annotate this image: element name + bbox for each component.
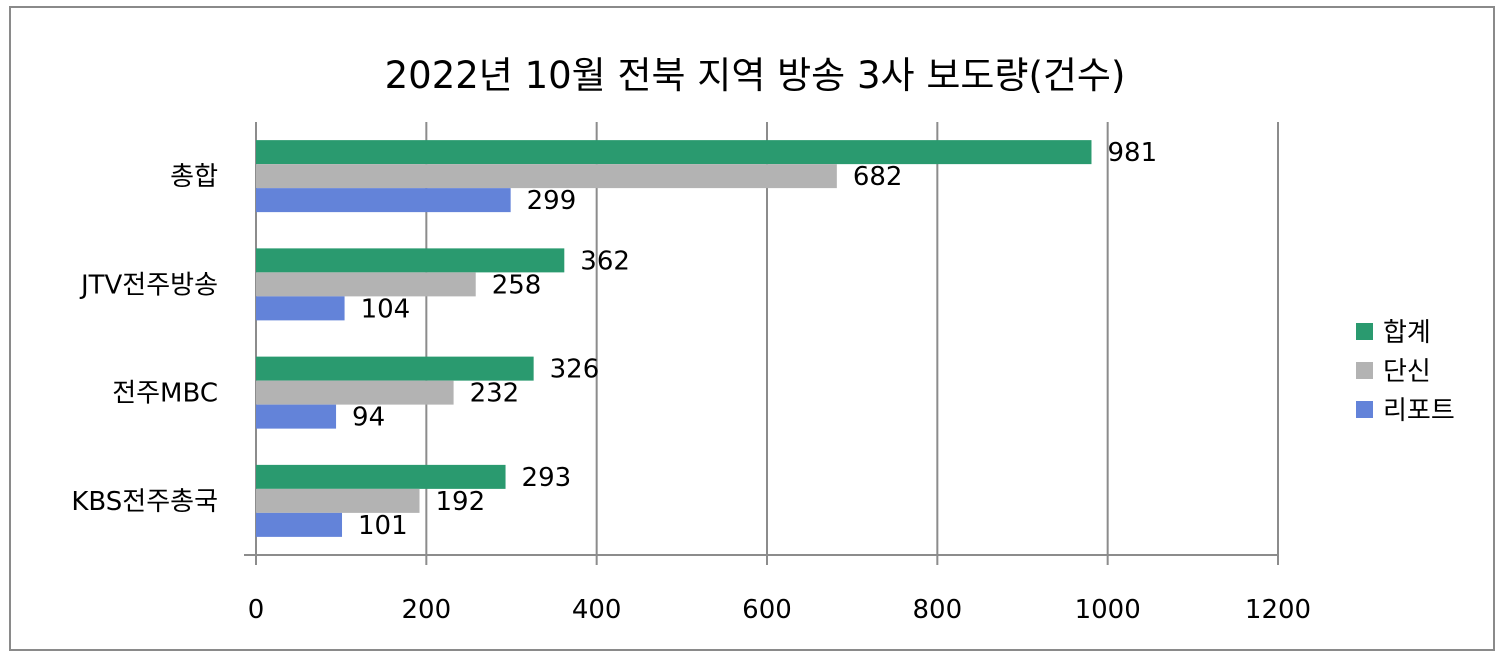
chart-title: 2022년 10월 전북 지역 방송 3사 보도량(건수) xyxy=(385,54,1126,97)
data-label: 232 xyxy=(470,379,520,409)
legend-swatch xyxy=(1356,323,1373,340)
bar xyxy=(256,248,565,273)
data-label: 299 xyxy=(527,186,577,216)
category-label: 전주MBC xyxy=(112,379,218,409)
data-label: 682 xyxy=(853,162,903,192)
category-label: 총합 xyxy=(170,162,218,192)
x-tick-label: 800 xyxy=(913,595,963,625)
bars xyxy=(256,140,1092,537)
bar xyxy=(256,404,337,429)
data-label: 258 xyxy=(492,270,542,300)
bar xyxy=(256,380,454,405)
legend-swatch xyxy=(1356,401,1373,418)
x-axis-ticks: 0 200 400 600 800 1000 1200 xyxy=(248,595,1311,625)
category-label: KBS전주총국 xyxy=(71,487,218,517)
bar xyxy=(256,464,506,489)
legend-label: 합계 xyxy=(1383,318,1431,348)
bar xyxy=(256,272,476,297)
bar xyxy=(256,512,343,537)
data-label: 104 xyxy=(361,294,411,324)
bar xyxy=(256,140,1092,165)
x-tick-label: 1200 xyxy=(1245,595,1311,625)
bar xyxy=(256,356,534,381)
bar xyxy=(256,488,420,513)
data-label: 293 xyxy=(522,463,572,493)
data-label: 981 xyxy=(1107,138,1157,168)
bar xyxy=(256,296,345,321)
legend-swatch xyxy=(1356,362,1373,379)
category-label: JTV전주방송 xyxy=(79,270,218,300)
data-label: 94 xyxy=(352,403,385,433)
data-label: 326 xyxy=(550,355,600,385)
bar xyxy=(256,188,511,213)
x-tick-label: 600 xyxy=(742,595,792,625)
x-tick-label: 0 xyxy=(248,595,265,625)
data-label: 101 xyxy=(358,511,408,541)
x-tick-label: 400 xyxy=(572,595,622,625)
data-label: 362 xyxy=(580,246,630,276)
x-tick-label: 1000 xyxy=(1075,595,1141,625)
data-label: 192 xyxy=(436,487,486,517)
x-tick-label: 200 xyxy=(402,595,452,625)
legend-label: 리포트 xyxy=(1383,396,1455,426)
bar xyxy=(256,164,837,189)
legend-label: 단신 xyxy=(1383,357,1431,387)
